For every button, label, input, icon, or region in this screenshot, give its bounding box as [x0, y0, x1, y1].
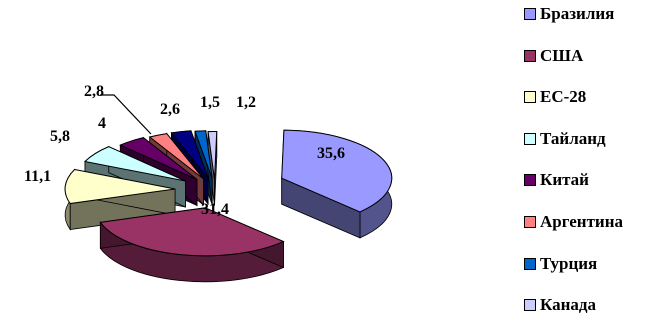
- data-label: 5,8: [50, 128, 70, 145]
- pie-slices: [64, 129, 393, 257]
- data-label: 2,8: [84, 83, 104, 100]
- pie-slice-Канада: [207, 131, 218, 180]
- data-label: 1,2: [236, 94, 256, 111]
- legend-label: США: [540, 45, 584, 65]
- legend-item: ЕС-28: [524, 87, 623, 107]
- pie-slice-США: [99, 207, 285, 257]
- pie-slice-unlabeled: [170, 130, 209, 179]
- data-label: 31,4: [201, 201, 229, 218]
- pie-slice-Аргентина: [148, 133, 204, 180]
- legend-label: ЕС-28: [540, 87, 587, 107]
- data-label: 4: [98, 115, 106, 132]
- legend-item: Канада: [524, 295, 623, 315]
- pie-slice-Китай: [119, 137, 198, 180]
- legend: Бразилия США ЕС-28 Тайланд Китай Аргентина Тур…: [524, 4, 623, 315]
- legend-swatch: [524, 49, 536, 62]
- legend-label: Турция: [540, 253, 598, 273]
- legend-swatch: [524, 215, 536, 228]
- legend-label: Китай: [540, 170, 589, 190]
- legend-swatch: [524, 299, 536, 312]
- data-label: 2,6: [160, 101, 180, 118]
- pie-slice-Турция: [194, 130, 213, 179]
- legend-label: Бразилия: [540, 4, 615, 23]
- legend-swatch: [524, 132, 536, 145]
- legend-label: Канада: [540, 295, 596, 315]
- leader-line: [100, 94, 152, 135]
- legend-item: Турция: [524, 254, 623, 274]
- data-label: 11,1: [24, 168, 51, 185]
- pie-slice-Бразилия: [281, 129, 393, 213]
- data-label: 35,6: [317, 145, 345, 162]
- legend-label: Аргентина: [540, 211, 624, 231]
- pie-slice-Тайланд: [83, 146, 186, 182]
- data-label: 1,5: [200, 94, 220, 111]
- legend-swatch: [524, 8, 536, 20]
- legend-swatch: [524, 257, 536, 270]
- legend-item: Тайланд: [524, 129, 623, 149]
- pie-slice-ЕС-28: [64, 168, 176, 205]
- legend-swatch: [524, 174, 536, 187]
- legend-swatch: [524, 91, 536, 104]
- legend-item: Китай: [524, 170, 623, 190]
- data-labels: 35,6 31,4 11,1 5,8 4 2,6 1,5 1,2 2,8: [24, 83, 345, 218]
- legend-label: Тайланд: [540, 128, 606, 148]
- legend-item: США: [524, 46, 623, 66]
- legend-item: Бразилия: [524, 4, 623, 24]
- legend-item: Аргентина: [524, 212, 623, 232]
